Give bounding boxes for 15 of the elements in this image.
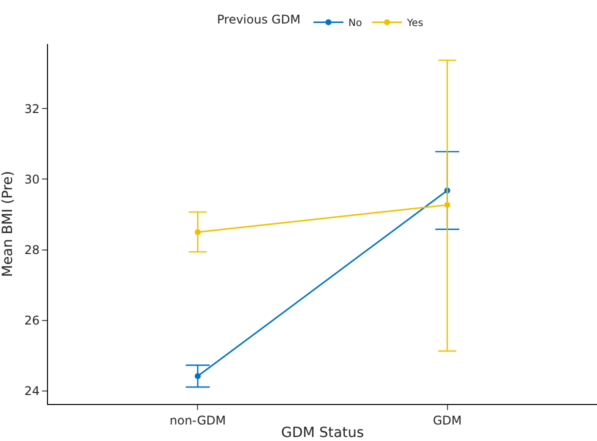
legend-title: Previous GDM (217, 12, 300, 26)
y-tick-label: 28 (24, 242, 40, 257)
legend-label: No (348, 18, 362, 30)
point (444, 202, 450, 208)
x-axis-title: GDM Status (281, 425, 364, 441)
y-tick-label: 30 (24, 172, 40, 186)
y-tick-label: 26 (24, 314, 40, 328)
y-axis-title: Mean BMI (Pre) (0, 170, 16, 278)
x-tick-label: GDM (432, 413, 462, 428)
y-tick-label: 24 (24, 384, 40, 398)
x-tick-label: non-GDM (170, 413, 226, 428)
legend-label: Yes (406, 18, 424, 30)
point (194, 229, 201, 236)
y-tick-label: 32 (24, 102, 40, 116)
point (194, 373, 201, 380)
